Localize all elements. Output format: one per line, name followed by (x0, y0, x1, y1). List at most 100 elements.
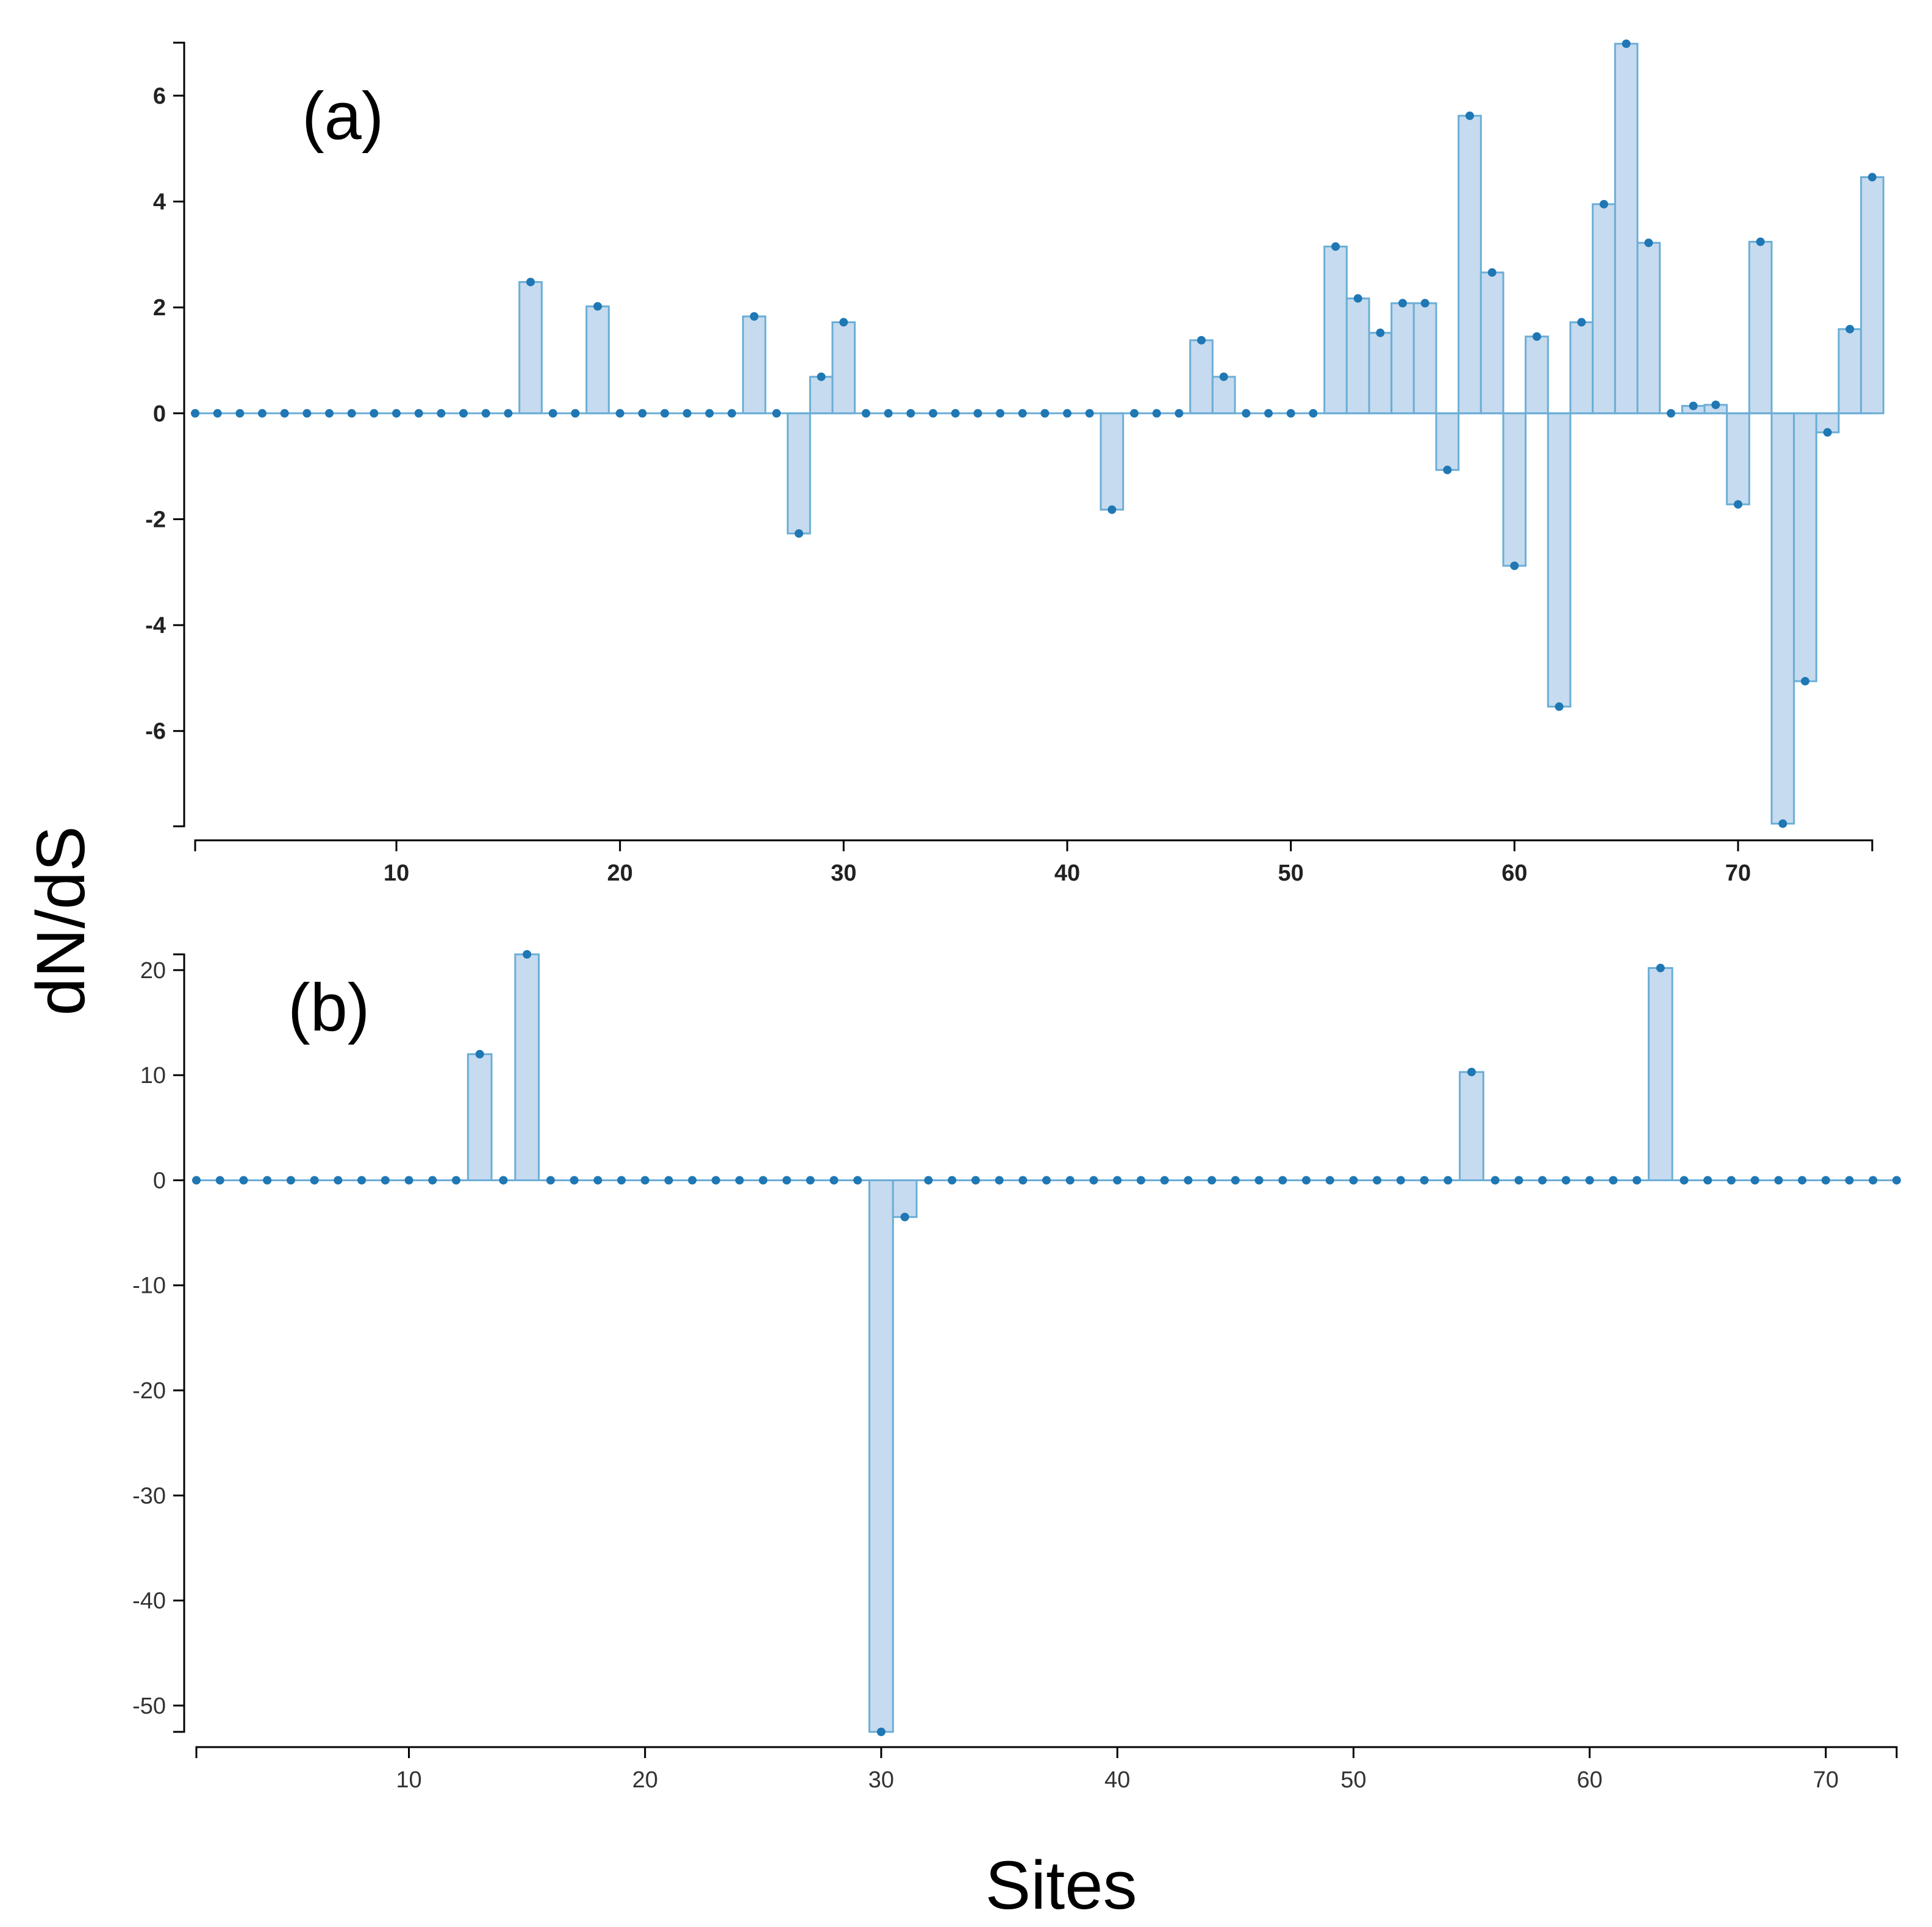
data-point (1208, 1176, 1217, 1185)
data-point (1398, 299, 1407, 308)
step-bar (1502, 412, 1527, 567)
step-bar (1323, 245, 1348, 415)
data-point (370, 409, 379, 418)
data-point (1065, 1176, 1075, 1185)
step-bar (1569, 321, 1594, 415)
data-point (1420, 299, 1429, 308)
data-point (1018, 409, 1027, 418)
data-point (876, 1728, 886, 1736)
data-point (1444, 1176, 1453, 1185)
data-point (1184, 1176, 1193, 1185)
data-point (1465, 111, 1474, 120)
data-point (526, 277, 535, 287)
data-point (1845, 1176, 1854, 1185)
y-tick-label: -2 (145, 507, 166, 532)
data-point (1130, 409, 1139, 418)
step-bar (514, 953, 540, 1181)
data-point (192, 1176, 201, 1185)
y-axis-line (173, 41, 185, 828)
step-bar (1748, 240, 1773, 415)
step-bar (1211, 376, 1236, 415)
data-point (1774, 1176, 1783, 1185)
data-point (1042, 1176, 1051, 1185)
data-point (1514, 1176, 1523, 1185)
data-point (570, 1176, 579, 1185)
data-point (759, 1176, 768, 1185)
panel-label-a: (a) (302, 79, 384, 154)
data-point (475, 1049, 484, 1059)
data-point (1353, 294, 1362, 303)
data-point (853, 1176, 862, 1185)
step-bar (1525, 335, 1549, 415)
y-tick-label: -40 (132, 1589, 166, 1614)
data-point (1107, 505, 1117, 514)
data-point (973, 409, 982, 418)
step-bar (1100, 412, 1125, 511)
data-point (571, 409, 580, 418)
data-point (191, 409, 199, 418)
step-bar (1479, 271, 1504, 415)
data-point (404, 1176, 413, 1185)
data-point (215, 1176, 224, 1185)
data-point (1197, 335, 1206, 345)
data-point (839, 318, 848, 327)
step-bar (1458, 115, 1482, 415)
data-point (735, 1176, 744, 1185)
x-tick-label: 50 (1278, 860, 1304, 886)
y-tick-label: -6 (145, 719, 166, 745)
data-point (451, 1176, 460, 1185)
step-bar (585, 305, 610, 415)
data-point (1533, 332, 1541, 341)
data-point (258, 409, 267, 418)
data-point (995, 1176, 1004, 1185)
data-point (504, 409, 513, 418)
data-point (951, 409, 960, 418)
data-point (325, 409, 334, 418)
data-point (459, 409, 468, 418)
data-point (1301, 1176, 1311, 1185)
data-point (617, 1176, 626, 1185)
data-point (1821, 1176, 1830, 1185)
x-tick-label: 20 (607, 860, 633, 886)
data-point (1490, 1176, 1500, 1185)
data-point (829, 1176, 839, 1185)
step-bar (1837, 328, 1862, 415)
y-tick-label: 6 (153, 84, 166, 109)
data-point (481, 409, 490, 418)
data-point (414, 409, 423, 418)
data-point (263, 1176, 272, 1185)
data-point (806, 1176, 815, 1185)
data-point (971, 1176, 980, 1185)
data-point (1689, 401, 1698, 410)
data-point (1644, 238, 1653, 248)
step-bar (1647, 967, 1673, 1181)
x-axis-line (194, 839, 1873, 851)
step-bar (518, 281, 543, 415)
step-bar (1459, 1071, 1484, 1181)
data-point (1585, 1176, 1594, 1185)
data-point (392, 409, 401, 418)
x-tick-label: 70 (1725, 860, 1751, 886)
x-tick-label: 10 (396, 1767, 421, 1793)
data-point (1331, 242, 1340, 251)
data-point (546, 1176, 555, 1185)
data-point (1286, 409, 1295, 418)
data-point (310, 1176, 319, 1185)
x-tick-label: 40 (1054, 860, 1080, 886)
chart-panel-a: -6 -4 -2 0 2 4 6 10 20 30 40 50 60 70 (145, 39, 1884, 886)
data-point (664, 1176, 673, 1185)
data-point (1152, 409, 1161, 418)
data-point (1750, 1176, 1759, 1185)
data-point (428, 1176, 437, 1185)
x-tick-label: 60 (1576, 1767, 1602, 1793)
data-point (1892, 1176, 1901, 1185)
data-point (1726, 1176, 1736, 1185)
chart-panel-b: -50 -40 -30 -20 -10 0 10 20 10 20 30 40 50 60 70 (132, 950, 1901, 1793)
data-point (1264, 409, 1273, 418)
data-point (1376, 328, 1385, 337)
data-point (705, 409, 714, 418)
data-point (782, 1176, 792, 1185)
data-point (1510, 561, 1519, 570)
step-bar (1770, 412, 1795, 825)
data-point (1443, 465, 1452, 474)
